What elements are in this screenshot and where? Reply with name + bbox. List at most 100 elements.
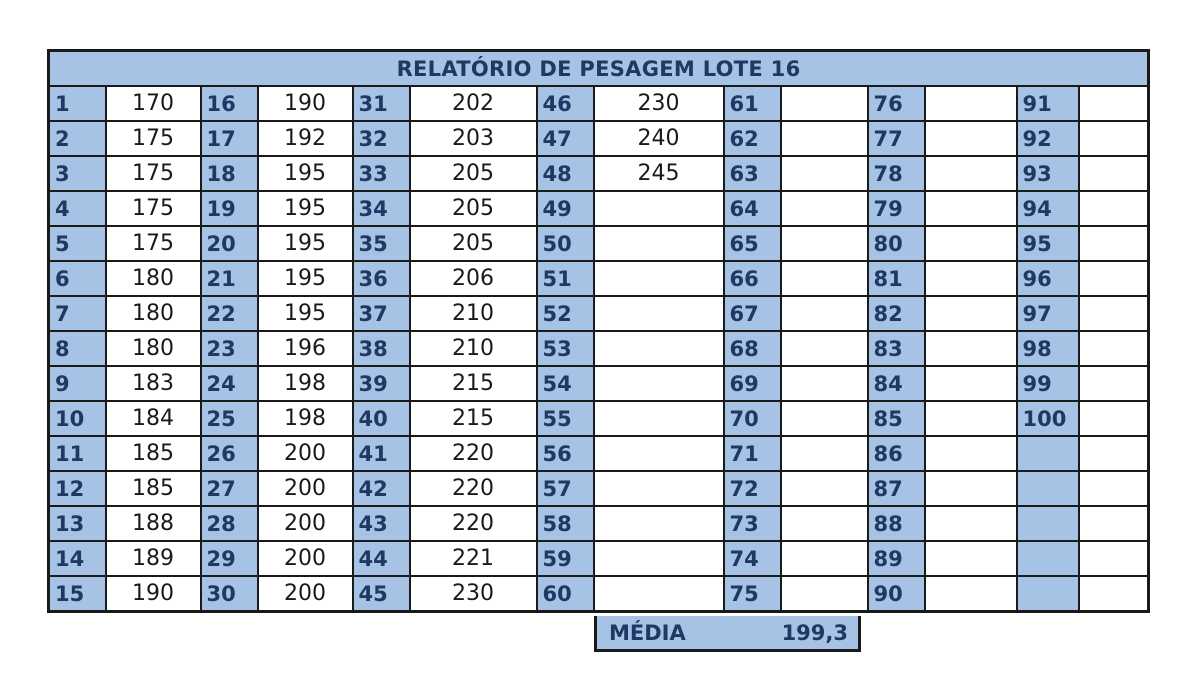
item-number-cell: 65 xyxy=(722,225,782,262)
weight-cell: 205 xyxy=(408,190,538,227)
item-number-cell: 25 xyxy=(199,400,259,437)
weight-cell xyxy=(1077,155,1150,192)
weight-cell: 215 xyxy=(408,365,538,402)
weight-cell xyxy=(592,540,725,577)
item-number-cell: 27 xyxy=(199,470,259,507)
weight-cell xyxy=(592,190,725,227)
weight-cell xyxy=(923,120,1018,157)
empty-shaded-cell xyxy=(1015,435,1080,472)
weight-cell xyxy=(1077,85,1150,122)
item-number-cell: 75 xyxy=(722,575,782,613)
item-number-cell: 71 xyxy=(722,435,782,472)
item-number-cell: 48 xyxy=(535,155,595,192)
weight-cell: 195 xyxy=(256,260,354,297)
weight-cell xyxy=(592,400,725,437)
item-number-cell: 91 xyxy=(1015,85,1080,122)
weight-cell xyxy=(923,225,1018,262)
weight-cell xyxy=(1077,365,1150,402)
weight-cell: 210 xyxy=(408,295,538,332)
item-number-cell: 34 xyxy=(351,190,411,227)
weight-cell: 175 xyxy=(104,120,202,157)
item-number-cell: 96 xyxy=(1015,260,1080,297)
table-row: 13 188 28 200 43 220 58 73 88 xyxy=(47,505,1150,542)
weight-cell xyxy=(592,470,725,507)
item-number-cell: 38 xyxy=(351,330,411,367)
item-number-cell: 55 xyxy=(535,400,595,437)
weight-cell: 180 xyxy=(104,295,202,332)
weight-cell xyxy=(923,575,1018,613)
weight-cell xyxy=(779,365,869,402)
item-number-cell: 86 xyxy=(866,435,926,472)
item-number-cell: 52 xyxy=(535,295,595,332)
weight-cell: 200 xyxy=(256,575,354,613)
item-number-cell: 85 xyxy=(866,400,926,437)
item-number-cell: 37 xyxy=(351,295,411,332)
weight-cell xyxy=(1077,540,1150,577)
empty-shaded-cell xyxy=(1015,505,1080,542)
weight-cell xyxy=(1077,400,1150,437)
weight-cell: 203 xyxy=(408,120,538,157)
weight-cell xyxy=(923,365,1018,402)
item-number-cell: 79 xyxy=(866,190,926,227)
item-number-cell: 70 xyxy=(722,400,782,437)
weight-cell: 180 xyxy=(104,330,202,367)
weight-cell: 200 xyxy=(256,540,354,577)
table-row: 2 175 17 192 32 203 47 240 62 77 92 xyxy=(47,120,1150,157)
item-number-cell: 67 xyxy=(722,295,782,332)
weight-cell: 196 xyxy=(256,330,354,367)
weight-cell: 220 xyxy=(408,435,538,472)
item-number-cell: 72 xyxy=(722,470,782,507)
item-number-cell: 26 xyxy=(199,435,259,472)
item-number-cell: 19 xyxy=(199,190,259,227)
table-row: 1 170 16 190 31 202 46 230 61 76 91 xyxy=(47,85,1150,122)
weight-cell xyxy=(779,295,869,332)
item-number-cell: 47 xyxy=(535,120,595,157)
item-number-cell: 32 xyxy=(351,120,411,157)
weight-cell: 183 xyxy=(104,365,202,402)
table-row: 14 189 29 200 44 221 59 74 89 xyxy=(47,540,1150,577)
weight-cell: 221 xyxy=(408,540,538,577)
item-number-cell: 64 xyxy=(722,190,782,227)
report-title: RELATÓRIO DE PESAGEM LOTE 16 xyxy=(47,49,1150,87)
item-number-cell: 61 xyxy=(722,85,782,122)
weight-cell xyxy=(923,295,1018,332)
item-number-cell: 36 xyxy=(351,260,411,297)
item-number-cell: 100 xyxy=(1015,400,1080,437)
weight-cell xyxy=(779,540,869,577)
weight-cell: 215 xyxy=(408,400,538,437)
weight-cell: 175 xyxy=(104,190,202,227)
item-number-cell: 15 xyxy=(47,575,107,613)
item-number-cell: 74 xyxy=(722,540,782,577)
weight-cell: 200 xyxy=(256,505,354,542)
weight-cell: 170 xyxy=(104,85,202,122)
item-number-cell: 39 xyxy=(351,365,411,402)
weight-cell: 245 xyxy=(592,155,725,192)
weight-cell: 198 xyxy=(256,400,354,437)
item-number-cell: 6 xyxy=(47,260,107,297)
weight-cell xyxy=(592,330,725,367)
item-number-cell: 94 xyxy=(1015,190,1080,227)
item-number-cell: 24 xyxy=(199,365,259,402)
weight-cell: 200 xyxy=(256,435,354,472)
item-number-cell: 5 xyxy=(47,225,107,262)
weighing-report-table: RELATÓRIO DE PESAGEM LOTE 16 1 170 16 190 31… xyxy=(47,49,1151,613)
weight-cell xyxy=(592,295,725,332)
item-number-cell: 50 xyxy=(535,225,595,262)
item-number-cell: 59 xyxy=(535,540,595,577)
table-row: 4 175 19 195 34 205 49 64 79 94 xyxy=(47,190,1150,227)
weight-cell: 210 xyxy=(408,330,538,367)
weight-cell: 184 xyxy=(104,400,202,437)
weight-cell xyxy=(1077,330,1150,367)
item-number-cell: 58 xyxy=(535,505,595,542)
item-number-cell: 83 xyxy=(866,330,926,367)
item-number-cell: 10 xyxy=(47,400,107,437)
weight-cell xyxy=(779,575,869,613)
table-row: 12 185 27 200 42 220 57 72 87 xyxy=(47,470,1150,507)
item-number-cell: 30 xyxy=(199,575,259,613)
weight-cell xyxy=(779,225,869,262)
weight-cell xyxy=(1077,190,1150,227)
item-number-cell: 87 xyxy=(866,470,926,507)
weight-cell: 195 xyxy=(256,155,354,192)
item-number-cell: 73 xyxy=(722,505,782,542)
weight-cell xyxy=(779,155,869,192)
